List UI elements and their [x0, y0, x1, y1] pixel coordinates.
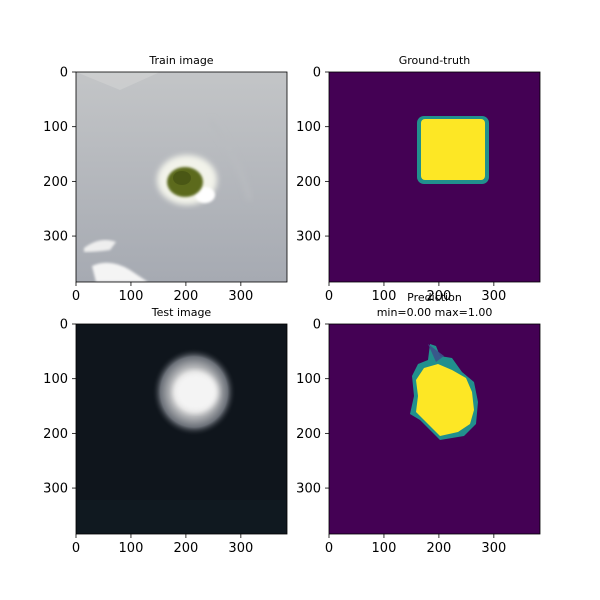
y-tick-label: 100 [296, 372, 321, 387]
y-tick-label: 0 [60, 66, 68, 81]
y-tick-label: 0 [60, 318, 68, 333]
panel-prediction: Prediction min=0.00 max=1.00 0 100 200 3000… [296, 291, 541, 557]
panel-subtitle: min=0.00 max=1.00 [377, 306, 493, 319]
panel-title: Ground-truth [399, 54, 471, 67]
y-tick-label: 100 [43, 120, 68, 135]
y-tick-label: 200 [296, 427, 321, 442]
x-tick-label: 300 [228, 289, 253, 304]
y-tick-label: 100 [296, 120, 321, 135]
x-tick-label: 0 [72, 289, 80, 304]
x-tick-label: 300 [481, 289, 506, 304]
panel-ground-truth: Ground-truth 0 100 200 300 0 100 200 300 [296, 54, 541, 305]
y-tick-label: 0 [313, 66, 321, 81]
y-tick-label: 200 [43, 427, 68, 442]
panel-title: Train image [148, 54, 213, 67]
mask-foreground [416, 364, 474, 436]
x-tick-label: 200 [173, 289, 198, 304]
panel-title: Prediction [407, 291, 462, 304]
x-tick-label: 0 [325, 541, 333, 556]
x-tick-label: 300 [481, 541, 506, 556]
x-tick-label: 200 [173, 541, 198, 556]
x-tick-label: 200 [426, 541, 451, 556]
x-tick-label: 300 [228, 541, 253, 556]
y-tick-label: 300 [296, 482, 321, 497]
y-tick-label: 200 [296, 175, 321, 190]
x-tick-label: 0 [72, 541, 80, 556]
panel-test-image: Test image 0 100 200 300 0 100 200 300 [43, 306, 288, 557]
panel-train-image: Train image 0 100 200 300 0 100 200 300 [43, 54, 288, 305]
y-tick-label: 0 [313, 318, 321, 333]
x-tick-label: 200 [426, 289, 451, 304]
x-tick-label: 100 [372, 289, 397, 304]
y-tick-label: 100 [43, 372, 68, 387]
axes-train-image: 0 100 200 300 0 100 200 300 [43, 66, 253, 305]
y-tick-label: 200 [43, 175, 68, 190]
axes-prediction: 0 100 200 300 0 100 200 300 [296, 318, 506, 557]
y-tick-label: 300 [43, 482, 68, 497]
axes-test-image: 0 100 200 300 0 100 200 300 [43, 318, 253, 557]
x-tick-label: 100 [119, 541, 144, 556]
axes-ground-truth: 0 100 200 300 0 100 200 300 [296, 66, 506, 305]
mask-foreground [421, 119, 485, 180]
train-image [76, 72, 287, 282]
x-tick-label: 100 [372, 541, 397, 556]
y-tick-label: 300 [43, 230, 68, 245]
test-image [76, 324, 287, 534]
panel-title: Test image [151, 306, 212, 319]
x-tick-label: 100 [119, 289, 144, 304]
x-tick-label: 0 [325, 289, 333, 304]
y-tick-label: 300 [296, 230, 321, 245]
